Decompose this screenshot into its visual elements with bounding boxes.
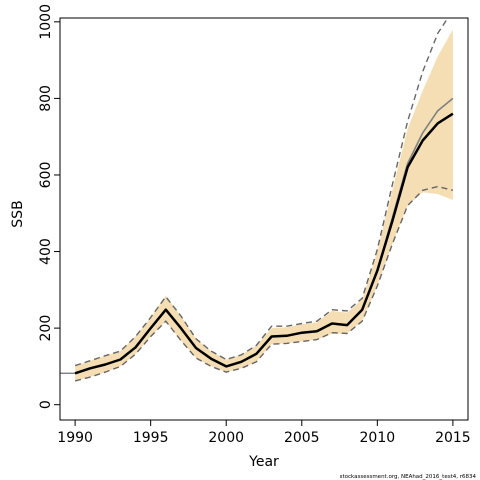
- y-tick-label: 800: [38, 85, 54, 112]
- y-tick-label: 200: [38, 315, 54, 342]
- x-tick-label: 1995: [133, 430, 169, 446]
- ci-upper-line: [74, 18, 449, 367]
- x-tick-label: 2010: [360, 430, 396, 446]
- y-tick-label: 600: [38, 162, 54, 189]
- y-tick-label: 0: [38, 400, 54, 409]
- y-axis: 0 200 400 600 800 1000: [38, 4, 60, 409]
- plot-area: [60, 18, 454, 382]
- footnote: stockassessment.org, NEAhad_2016_test4, …: [340, 474, 477, 480]
- x-tick-label: 2015: [435, 430, 471, 446]
- y-axis-title: SSB: [10, 200, 26, 227]
- plot-frame: [59, 17, 469, 421]
- y-tick-label: 400: [38, 238, 54, 265]
- ci-lower-line: [74, 185, 454, 382]
- x-tick-label: 1990: [57, 430, 93, 446]
- y-tick-label: 1000: [38, 4, 54, 40]
- x-tick-label: 2000: [208, 430, 244, 446]
- ssb-estimate-line: [74, 112, 454, 375]
- ssb-alt-line: [74, 97, 454, 375]
- x-tick-label: 2005: [284, 430, 320, 446]
- x-axis-title: Year: [248, 454, 279, 470]
- x-axis: 1990 1995 2000 2005 2010 2015: [57, 420, 471, 446]
